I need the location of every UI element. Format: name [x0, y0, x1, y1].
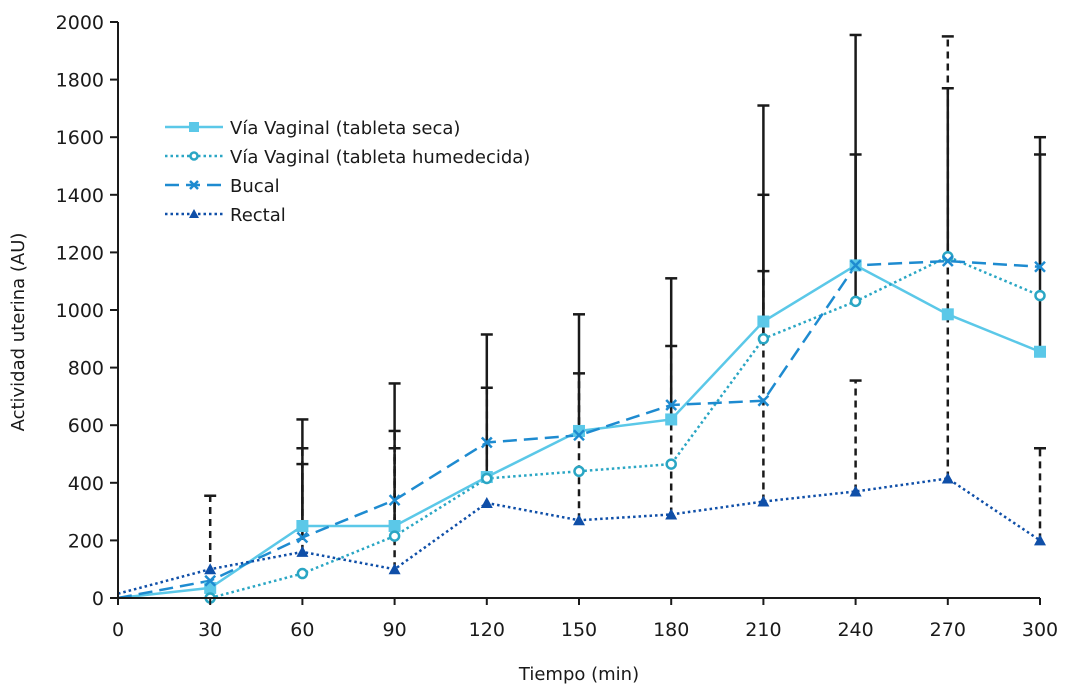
x-marker — [204, 574, 217, 587]
circle-marker — [573, 465, 585, 478]
x-tick-label: 240 — [837, 619, 873, 641]
y-tick-label: 1200 — [56, 242, 104, 264]
circle-marker — [757, 333, 770, 345]
x-marker — [757, 394, 770, 407]
x-marker — [480, 436, 493, 449]
square-marker — [388, 520, 401, 532]
triangle-marker — [941, 472, 954, 484]
triangle-marker — [1034, 534, 1046, 546]
x-marker — [189, 180, 199, 190]
circle-marker — [388, 530, 401, 542]
circle-marker — [481, 472, 493, 485]
circle-marker — [296, 567, 309, 580]
y-tick-label: 600 — [68, 415, 104, 437]
legend-label: Rectal — [230, 205, 286, 226]
square-marker — [757, 315, 770, 328]
triangle-marker — [189, 209, 199, 218]
x-tick-label: 210 — [745, 619, 781, 641]
triangle-marker — [665, 508, 678, 520]
x-tick-label: 300 — [1022, 619, 1058, 641]
circle-marker — [1034, 289, 1046, 302]
legend-item: Vía Vaginal (tableta seca) — [165, 118, 460, 139]
x-marker — [941, 255, 954, 267]
circle-marker — [189, 151, 199, 161]
legend: Vía Vaginal (tableta seca) Vía Vaginal (t… — [165, 118, 530, 226]
triangle-marker — [204, 563, 217, 575]
y-tick-label: 2000 — [56, 12, 104, 34]
triangle-marker — [573, 514, 585, 526]
y-tick-label: 1000 — [56, 300, 104, 322]
square-marker — [296, 520, 309, 532]
circle-marker — [665, 458, 677, 470]
x-axis-title: Tiempo (min) — [518, 664, 639, 685]
x-axis-ticks: 0 30 60 90 120 150 180 210 240 270 300 — [112, 598, 1058, 641]
x-tick-label: 180 — [653, 619, 689, 641]
error-bars — [204, 33, 1046, 598]
legend-label: Vía Vaginal (tableta humedecida) — [230, 147, 530, 168]
triangle-marker — [849, 485, 862, 497]
series-markers — [204, 250, 1046, 604]
legend-label: Vía Vaginal (tableta seca) — [230, 118, 460, 139]
x-tick-label: 60 — [290, 619, 314, 641]
x-marker — [388, 494, 401, 506]
x-marker — [1034, 260, 1046, 273]
y-tick-label: 400 — [68, 473, 104, 495]
legend-label: Bucal — [230, 176, 280, 197]
square-marker — [1034, 345, 1046, 358]
axes — [114, 22, 1040, 599]
legend-item: Bucal — [165, 176, 280, 197]
x-tick-label: 0 — [112, 619, 124, 641]
legend-item: Rectal — [165, 205, 286, 226]
x-marker — [849, 259, 862, 272]
triangle-marker — [480, 496, 493, 508]
y-tick-label: 200 — [68, 530, 104, 552]
square-marker — [941, 308, 954, 321]
series-line-2 — [209, 255, 1041, 600]
x-tick-label: 150 — [561, 619, 597, 641]
x-marker — [573, 429, 585, 442]
square-marker — [665, 413, 678, 426]
x-tick-label: 90 — [383, 619, 407, 641]
y-axis-ticks: 0 200 400 600 800 1000 1200 1400 1600 1800 2000 — [56, 12, 118, 610]
triangle-marker — [757, 495, 770, 507]
triangle-marker — [296, 545, 309, 557]
legend-item: Vía Vaginal (tableta humedecida) — [165, 147, 530, 168]
y-tick-label: 800 — [68, 358, 104, 380]
y-tick-label: 0 — [92, 588, 104, 610]
x-tick-label: 30 — [198, 619, 222, 641]
x-tick-label: 270 — [930, 619, 966, 641]
circle-marker — [849, 295, 862, 308]
triangle-marker — [388, 563, 401, 575]
x-tick-label: 120 — [469, 619, 505, 641]
x-marker — [665, 399, 678, 411]
y-tick-label: 1600 — [56, 127, 104, 149]
y-tick-label: 1800 — [56, 70, 104, 92]
x-marker — [296, 531, 309, 544]
y-axis-title: Actividad uterina (AU) — [8, 233, 29, 432]
y-tick-label: 1400 — [56, 185, 104, 207]
square-marker — [189, 122, 199, 132]
